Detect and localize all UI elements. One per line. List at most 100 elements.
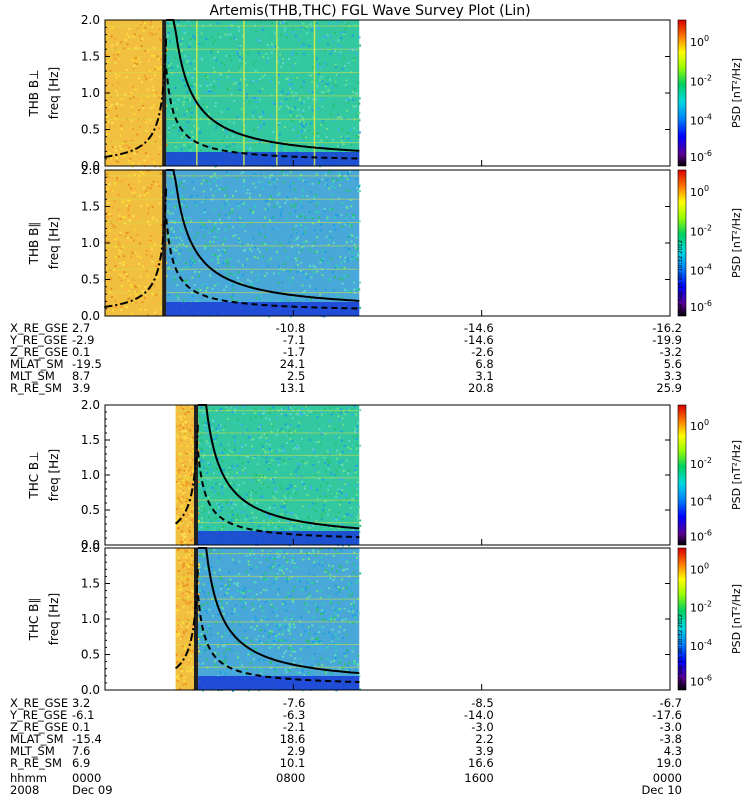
noise-pixel xyxy=(218,63,221,66)
colorbar-tick-label: 10-2 xyxy=(690,456,712,471)
noise-pixel xyxy=(158,135,161,138)
noise-pixel xyxy=(321,172,324,174)
noise-pixel xyxy=(176,295,179,297)
noise-pixel xyxy=(320,517,323,519)
noise-pixel xyxy=(337,54,340,57)
noise-pixel xyxy=(110,103,113,106)
noise-pixel xyxy=(245,613,248,615)
noise-pixel xyxy=(347,665,349,668)
noise-pixel xyxy=(269,79,272,82)
noise-pixel xyxy=(197,610,200,613)
noise-pixel xyxy=(127,279,130,282)
noise-pixel xyxy=(280,513,283,516)
ephemeris-value: 13.1 xyxy=(280,381,306,395)
noise-pixel xyxy=(190,408,193,411)
noise-pixel xyxy=(294,607,297,610)
noise-pixel xyxy=(326,179,329,181)
noise-pixel xyxy=(230,93,233,96)
noise-pixel xyxy=(294,657,297,660)
noise-pixel xyxy=(321,274,324,277)
noise-pixel xyxy=(335,457,338,460)
noise-pixel xyxy=(356,247,359,250)
noise-pixel xyxy=(274,45,277,48)
noise-pixel xyxy=(200,589,203,592)
noise-pixel xyxy=(210,507,213,509)
noise-pixel xyxy=(190,670,193,673)
ephemeris-row-label: MLT_SM xyxy=(10,369,55,383)
noise-pixel xyxy=(262,111,265,114)
noise-pixel xyxy=(193,260,196,263)
noise-pixel xyxy=(344,223,347,226)
noise-pixel xyxy=(235,631,238,634)
noise-pixel xyxy=(222,262,225,265)
noise-pixel xyxy=(327,468,330,471)
noise-pixel xyxy=(290,576,293,579)
noise-pixel xyxy=(169,176,172,179)
noise-pixel xyxy=(331,49,334,52)
noise-pixel xyxy=(347,513,350,516)
noise-pixel xyxy=(206,246,209,249)
noise-pixel xyxy=(145,130,148,132)
noise-pixel xyxy=(111,121,114,124)
noise-pixel xyxy=(322,627,324,630)
noise-pixel xyxy=(353,430,356,433)
noise-pixel xyxy=(252,447,255,450)
noise-pixel xyxy=(145,178,148,180)
noise-pixel xyxy=(338,517,341,520)
low-frequency-band xyxy=(166,152,360,166)
noise-pixel xyxy=(153,54,156,57)
noise-pixel xyxy=(245,529,248,531)
noise-pixel xyxy=(171,212,174,215)
noise-pixel xyxy=(217,556,220,559)
noise-pixel xyxy=(266,233,269,236)
noise-pixel xyxy=(180,674,183,677)
noise-pixel xyxy=(304,180,307,183)
noise-pixel xyxy=(222,189,225,191)
noise-pixel xyxy=(312,132,315,135)
noise-pixel xyxy=(188,638,191,641)
ephemeris-value: 0.1 xyxy=(72,720,90,734)
noise-pixel xyxy=(315,81,318,84)
noise-pixel xyxy=(112,83,115,86)
noise-pixel xyxy=(271,597,274,600)
noise-pixel xyxy=(168,270,171,273)
noise-pixel xyxy=(228,225,231,228)
noise-pixel xyxy=(317,508,320,511)
colorbar-tick-label: 10-2 xyxy=(690,600,712,615)
noise-pixel xyxy=(185,468,188,471)
noise-pixel xyxy=(206,646,209,649)
noise-pixel xyxy=(241,57,244,60)
noise-pixel xyxy=(243,238,246,241)
noise-pixel xyxy=(231,210,233,213)
noise-pixel xyxy=(304,227,307,230)
noise-pixel xyxy=(147,170,150,172)
noise-pixel xyxy=(180,637,182,640)
colorbar-label: PSD [nT²/Hz] xyxy=(730,440,743,510)
noise-pixel xyxy=(235,405,238,408)
noise-pixel xyxy=(253,128,256,131)
noise-pixel xyxy=(280,413,283,416)
noise-pixel xyxy=(205,180,208,183)
noise-pixel xyxy=(330,35,332,38)
noise-pixel xyxy=(305,673,307,676)
noise-pixel xyxy=(155,33,157,36)
noise-pixel xyxy=(149,60,152,63)
noise-pixel xyxy=(326,77,329,80)
noise-pixel xyxy=(319,590,322,593)
noise-pixel xyxy=(333,118,336,121)
noise-pixel xyxy=(301,249,303,251)
noise-pixel xyxy=(188,612,191,615)
noise-pixel xyxy=(220,577,222,580)
noise-pixel xyxy=(354,614,357,617)
noise-pixel xyxy=(332,194,335,197)
noise-pixel xyxy=(191,564,194,567)
noise-pixel xyxy=(301,213,304,216)
noise-pixel xyxy=(341,140,344,143)
noise-pixel xyxy=(173,230,175,233)
noise-pixel xyxy=(188,526,191,529)
noise-pixel xyxy=(231,465,234,468)
noise-pixel xyxy=(282,62,284,65)
noise-pixel xyxy=(204,81,207,84)
noise-pixel xyxy=(353,127,356,130)
noise-pixel xyxy=(269,448,271,451)
